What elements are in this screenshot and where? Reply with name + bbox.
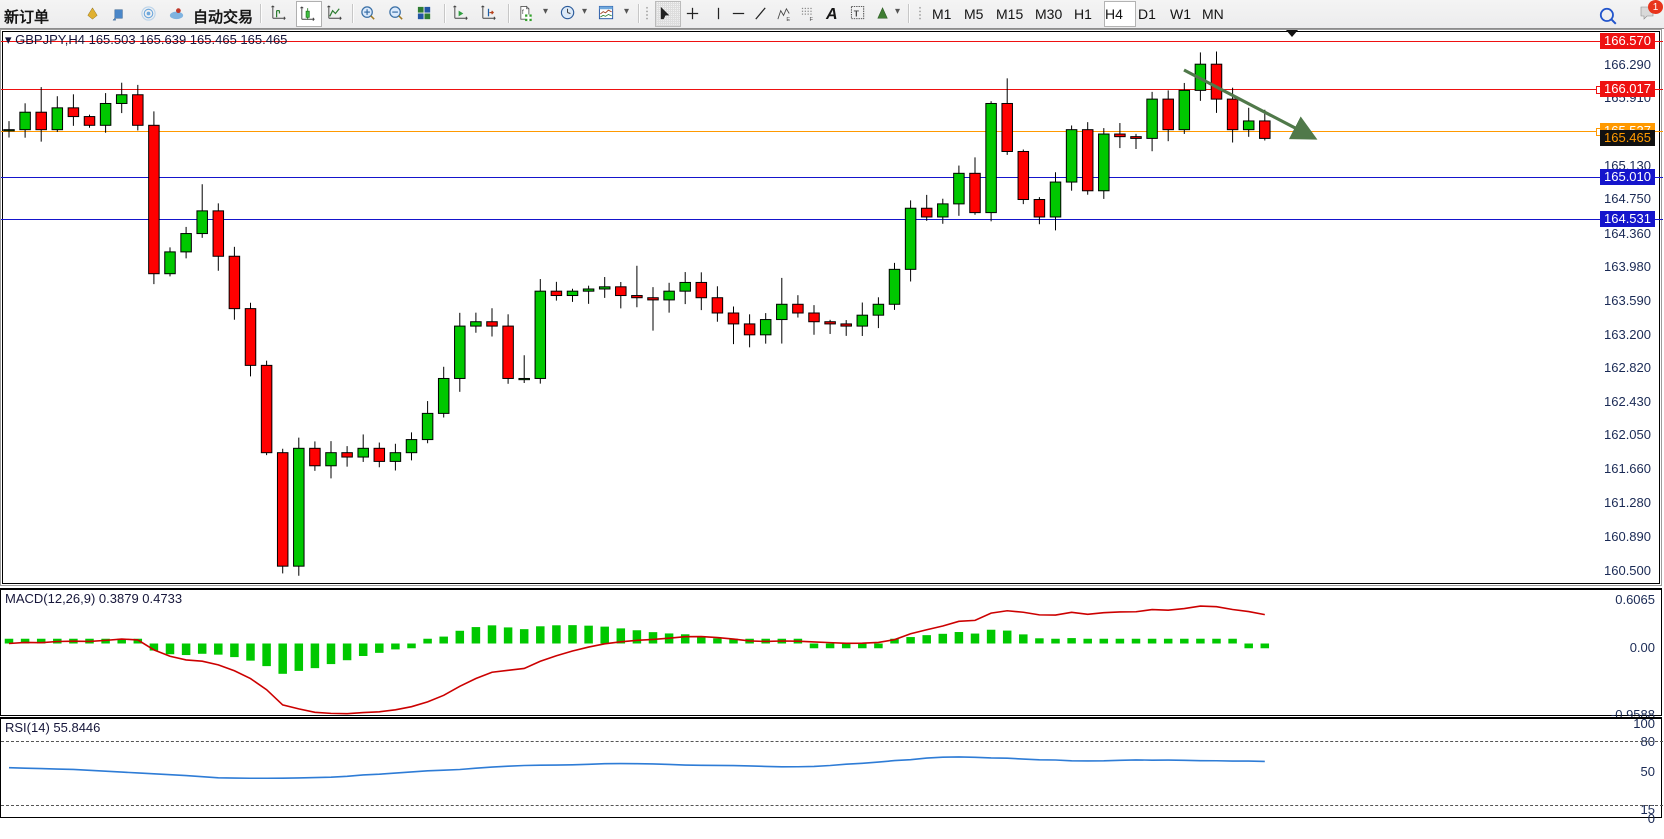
svg-text:f: f (522, 9, 524, 16)
svg-text:F: F (809, 17, 813, 22)
svg-text:E: E (786, 17, 790, 22)
svg-text:T: T (854, 8, 860, 18)
